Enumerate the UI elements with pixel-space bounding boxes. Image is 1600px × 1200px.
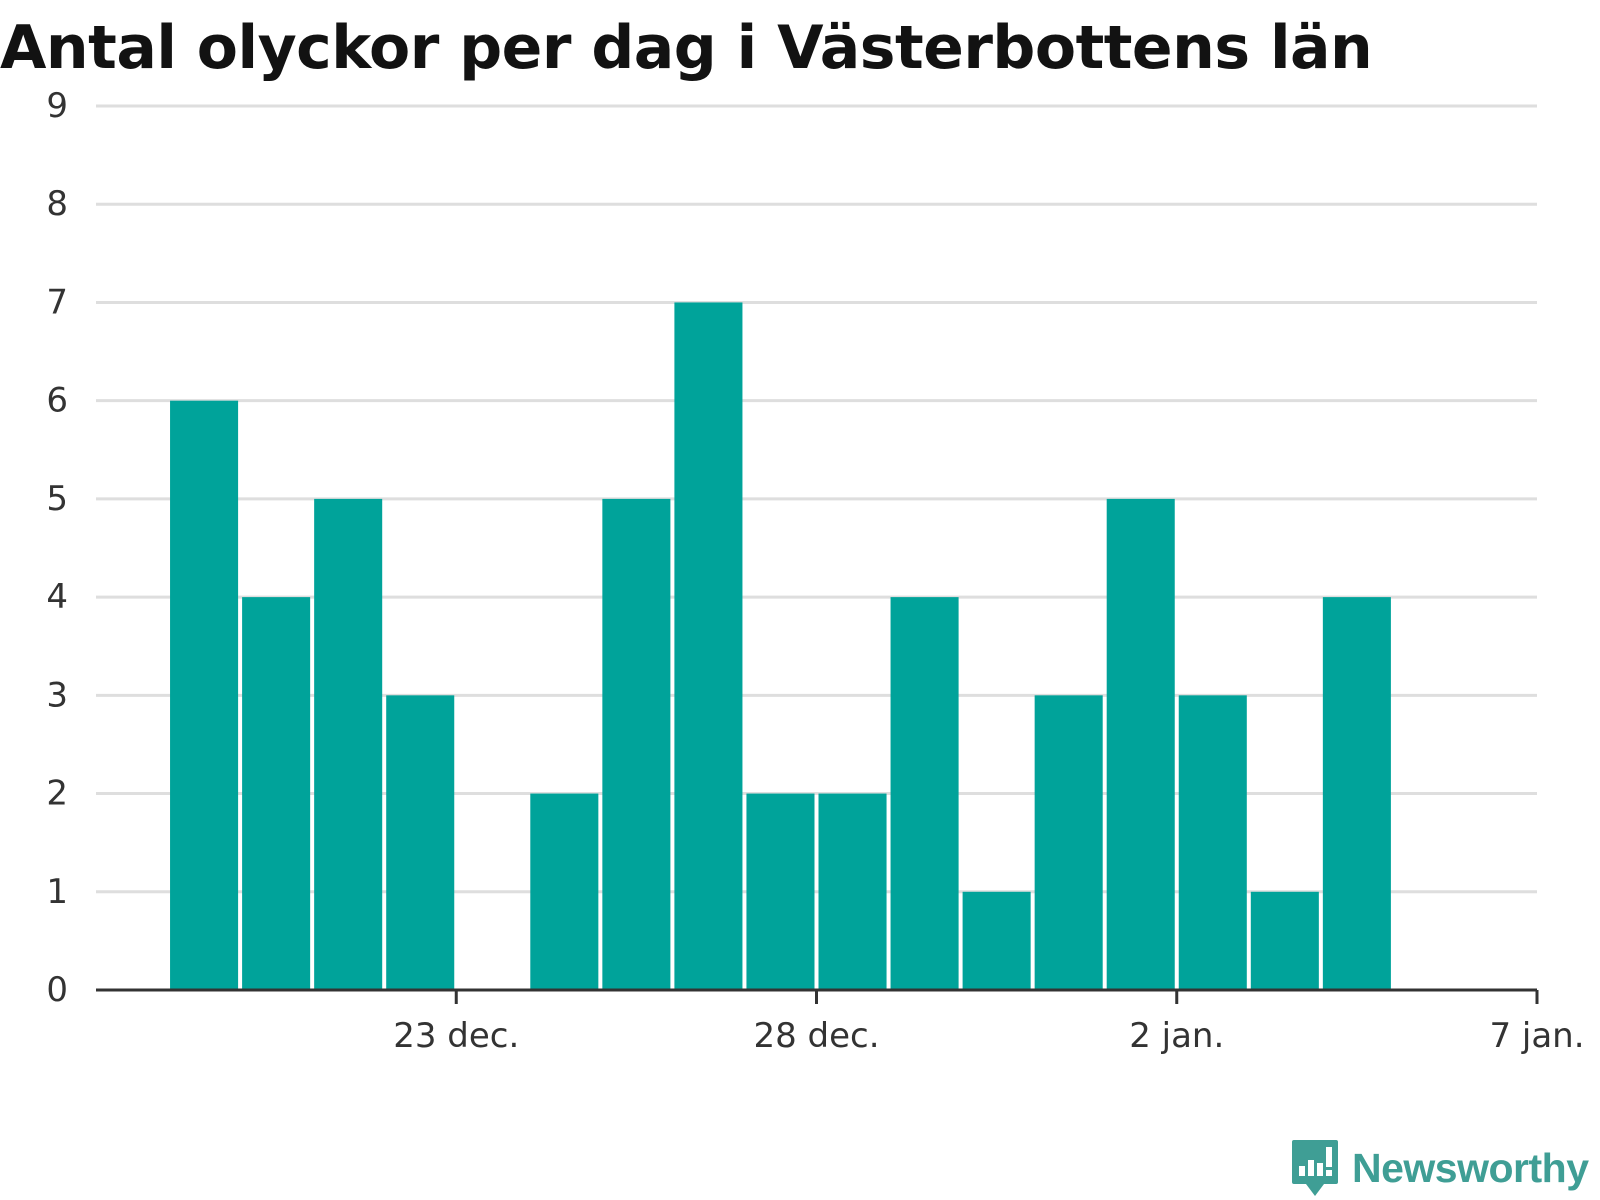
bar: [674, 302, 743, 990]
bars: [170, 302, 1391, 991]
x-tick-labels: 23 dec. 28 dec. 2 jan. 7 jan.: [393, 1016, 1584, 1056]
y-tick-label: 1: [46, 872, 68, 912]
y-tick-label: 6: [46, 381, 68, 421]
x-tick-label: 7 jan.: [1489, 1016, 1584, 1056]
chart-title: Antal olyckor per dag i Västerbottens lä…: [0, 13, 1373, 83]
bar: [386, 695, 455, 990]
bar: [1322, 597, 1391, 990]
newsworthy-logo-icon: [1292, 1140, 1338, 1196]
bar: [890, 597, 959, 990]
y-tick-label: 2: [46, 774, 68, 814]
y-tick-label: 3: [46, 675, 68, 715]
bar: [242, 597, 311, 990]
bar: [1178, 695, 1247, 990]
brand-name: Newsworthy: [1352, 1144, 1589, 1191]
y-tick-label: 0: [46, 970, 68, 1010]
x-axis: [96, 988, 1539, 1004]
bar: [314, 498, 383, 990]
bar: [746, 793, 815, 990]
bar: [962, 891, 1031, 990]
y-tick-label: 9: [46, 86, 68, 126]
y-tick-label: 8: [46, 184, 68, 224]
bar: [170, 400, 239, 991]
gridlines: [96, 104, 1537, 894]
bar: [1250, 891, 1319, 990]
y-tick-label: 5: [46, 479, 68, 519]
y-tick-label: 4: [46, 577, 68, 617]
newsworthy-branding: Newsworthy: [1290, 1138, 1589, 1198]
y-tick-label: 7: [46, 282, 68, 322]
bar: [818, 793, 887, 990]
bar: [530, 793, 599, 990]
bar: [602, 498, 671, 990]
bar-chart: 0 1 2 3 4 5 6 7 8 9 23 dec. 28 dec. 2 jan. 7 jan.: [46, 86, 1584, 1056]
x-tick-label: 28 dec.: [753, 1016, 879, 1056]
y-tick-labels: 0 1 2 3 4 5 6 7 8 9: [46, 86, 68, 1010]
bar: [1106, 498, 1175, 990]
x-tick-label: 2 jan.: [1129, 1016, 1224, 1056]
bar: [1034, 695, 1103, 990]
x-tick-label: 23 dec.: [393, 1016, 519, 1056]
